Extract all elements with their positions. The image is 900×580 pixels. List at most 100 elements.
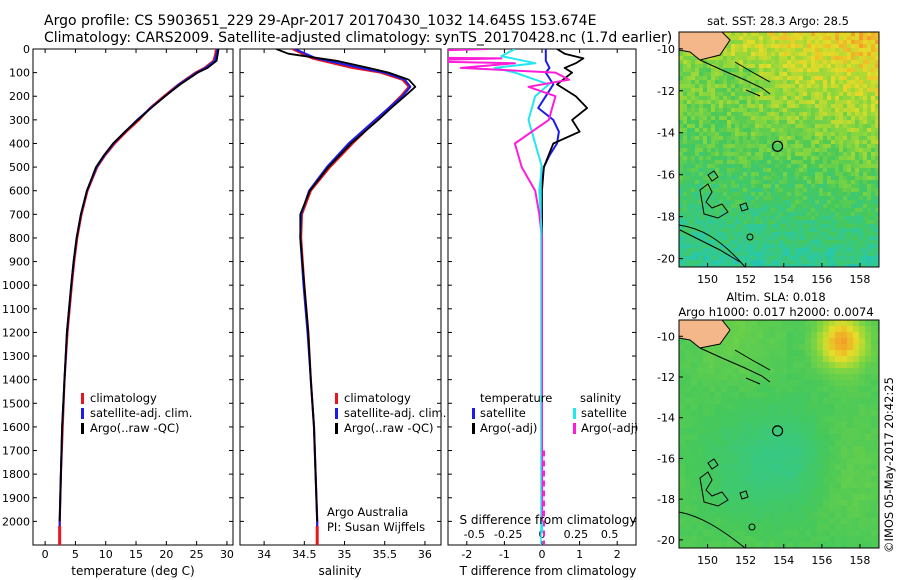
map-cell xyxy=(733,338,740,345)
map-cell xyxy=(763,84,768,89)
map-cell xyxy=(819,108,824,113)
map-cell xyxy=(865,512,872,519)
map-cell xyxy=(751,518,758,525)
map-y-tick-label: -18 xyxy=(657,211,675,224)
map-cell xyxy=(719,228,724,233)
map-cell xyxy=(839,80,844,85)
map-cell xyxy=(739,518,746,525)
map-cell xyxy=(871,380,878,387)
map-cell xyxy=(703,100,708,105)
map-cell xyxy=(697,488,704,495)
map-cell xyxy=(871,264,876,267)
map-cell xyxy=(695,156,700,161)
map-cell xyxy=(831,124,836,129)
map-cell xyxy=(831,264,836,267)
map-cell xyxy=(783,184,788,189)
map-cell xyxy=(847,184,852,189)
map-cell xyxy=(803,220,808,225)
map-cell xyxy=(691,446,698,453)
map-cell xyxy=(811,374,818,381)
map-cell xyxy=(683,156,688,161)
map-cell xyxy=(763,44,768,49)
map-cell xyxy=(771,224,776,229)
map-cell xyxy=(803,68,808,73)
map-cell xyxy=(877,350,879,357)
legend-label: satellite-adj. clim. xyxy=(90,406,192,420)
map-cell xyxy=(815,116,820,121)
map-cell xyxy=(827,180,832,185)
x-tick-label: 1 xyxy=(576,548,583,561)
map-cell xyxy=(827,60,832,65)
map-cell xyxy=(755,240,760,245)
map-cell xyxy=(743,76,748,81)
map-cell xyxy=(815,160,820,165)
map-cell xyxy=(687,216,692,221)
map-cell xyxy=(847,374,854,381)
map-cell xyxy=(775,236,780,241)
map-cell xyxy=(711,76,716,81)
map-cell xyxy=(695,232,700,237)
map-cell xyxy=(715,128,720,133)
map-cell xyxy=(739,264,744,267)
map-cell xyxy=(759,256,764,261)
map-cell xyxy=(747,40,752,45)
map-cell xyxy=(745,476,752,483)
map-cell xyxy=(877,518,879,525)
map-cell xyxy=(811,104,816,109)
map-cell xyxy=(691,244,696,249)
map-cell xyxy=(791,44,796,49)
map-cell xyxy=(715,422,722,429)
map-cell xyxy=(827,244,832,249)
map-cell xyxy=(875,124,879,129)
map-cell xyxy=(775,60,780,65)
map-cell xyxy=(719,64,724,69)
map-cell xyxy=(685,464,692,471)
map-cell xyxy=(829,482,836,489)
map-cell xyxy=(699,156,704,161)
map-cell xyxy=(875,180,879,185)
map-cell xyxy=(817,380,824,387)
map-cell xyxy=(863,252,868,257)
map-cell xyxy=(739,452,746,459)
map-cell xyxy=(711,128,716,133)
depth-tick-label: 300 xyxy=(9,114,30,127)
legend-swatch-t-argo xyxy=(472,423,475,434)
map-cell xyxy=(811,148,816,153)
map-cell xyxy=(759,40,764,45)
map-cell xyxy=(743,248,748,253)
map-cell xyxy=(699,116,704,121)
map-cell xyxy=(727,410,734,417)
map-cell xyxy=(859,452,866,459)
map-cell xyxy=(835,256,840,261)
legend-title-temperature: temperature xyxy=(480,391,552,405)
map-cell xyxy=(747,116,752,121)
map-cell xyxy=(779,56,784,61)
map-cell xyxy=(751,506,758,513)
map-cell xyxy=(847,332,854,339)
map-cell xyxy=(699,88,704,93)
map-cell xyxy=(791,100,796,105)
map-cell xyxy=(733,398,740,405)
map-cell xyxy=(851,144,856,149)
map-cell xyxy=(711,144,716,149)
legend-title-salinity: salinity xyxy=(580,391,621,405)
map-cell xyxy=(807,260,812,265)
map-cell xyxy=(799,40,804,45)
map-cell xyxy=(799,132,804,137)
map-cell xyxy=(769,338,776,345)
map-cell xyxy=(727,112,732,117)
map-cell xyxy=(763,176,768,181)
map-cell xyxy=(783,76,788,81)
map-cell xyxy=(747,84,752,89)
map-cell xyxy=(867,48,872,53)
map-cell xyxy=(727,476,734,483)
map-cell xyxy=(731,40,736,45)
map-cell xyxy=(839,156,844,161)
map-cell xyxy=(793,428,800,435)
map-cell xyxy=(687,76,692,81)
map-cell xyxy=(823,72,828,77)
map-cell xyxy=(835,350,842,357)
map-cell xyxy=(735,236,740,241)
map-cell xyxy=(685,524,692,531)
map-cell xyxy=(863,112,868,117)
